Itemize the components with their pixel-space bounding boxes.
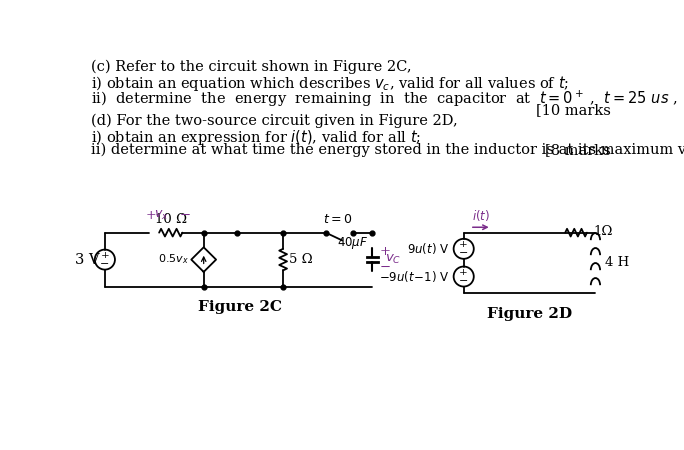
Text: $9u(t)\ \mathrm{V}$: $9u(t)\ \mathrm{V}$ [407, 241, 450, 256]
Text: 10 Ω: 10 Ω [155, 213, 187, 226]
Text: $i(t)$: $i(t)$ [472, 207, 490, 223]
Text: [8 marks: [8 marks [545, 143, 611, 157]
Text: −: − [459, 276, 469, 286]
Text: +: + [460, 240, 468, 249]
Text: Figure 2C: Figure 2C [198, 301, 282, 315]
Text: ii)  determine  the  energy  remaining  in  the  capacitor  at  $t = 0^+$ ,  $t : ii) determine the energy remaining in th… [91, 89, 684, 109]
Text: $-9u(t\!-\!1)\ \mathrm{V}$: $-9u(t\!-\!1)\ \mathrm{V}$ [380, 269, 450, 284]
Text: $t=0$: $t=0$ [323, 213, 352, 226]
Text: Figure 2D: Figure 2D [487, 306, 572, 320]
Text: $v_x$: $v_x$ [154, 209, 168, 222]
Text: (c) Refer to the circuit shown in Figure 2C,: (c) Refer to the circuit shown in Figure… [91, 59, 412, 74]
Text: 1Ω: 1Ω [593, 225, 612, 238]
Text: +: + [101, 251, 109, 260]
Text: $v_C$: $v_C$ [385, 253, 402, 266]
Text: 3 V: 3 V [75, 252, 99, 266]
Text: ii) determine at what time the energy stored in the inductor is at its maximum v: ii) determine at what time the energy st… [91, 143, 684, 157]
Text: +: + [460, 268, 468, 277]
Text: −: − [180, 209, 191, 222]
Text: $40\mu F$: $40\mu F$ [337, 234, 369, 251]
Text: i) obtain an expression for $i(t)$, valid for all $t$;: i) obtain an expression for $i(t)$, vali… [91, 128, 421, 147]
Text: 5 Ω: 5 Ω [289, 253, 313, 266]
Text: +: + [379, 245, 391, 258]
Text: −: − [100, 259, 109, 269]
Text: i) obtain an equation which describes $v_c$, valid for all values of $t$;: i) obtain an equation which describes $v… [91, 74, 569, 93]
Text: 4 H: 4 H [605, 256, 629, 269]
Text: [10 marks: [10 marks [536, 104, 611, 117]
Text: −: − [459, 248, 469, 258]
Text: +: + [146, 209, 157, 222]
Text: −: − [379, 261, 391, 274]
Text: (d) For the two-source circuit given in Figure 2D,: (d) For the two-source circuit given in … [91, 113, 458, 128]
Text: $0.5v_x$: $0.5v_x$ [158, 253, 189, 266]
